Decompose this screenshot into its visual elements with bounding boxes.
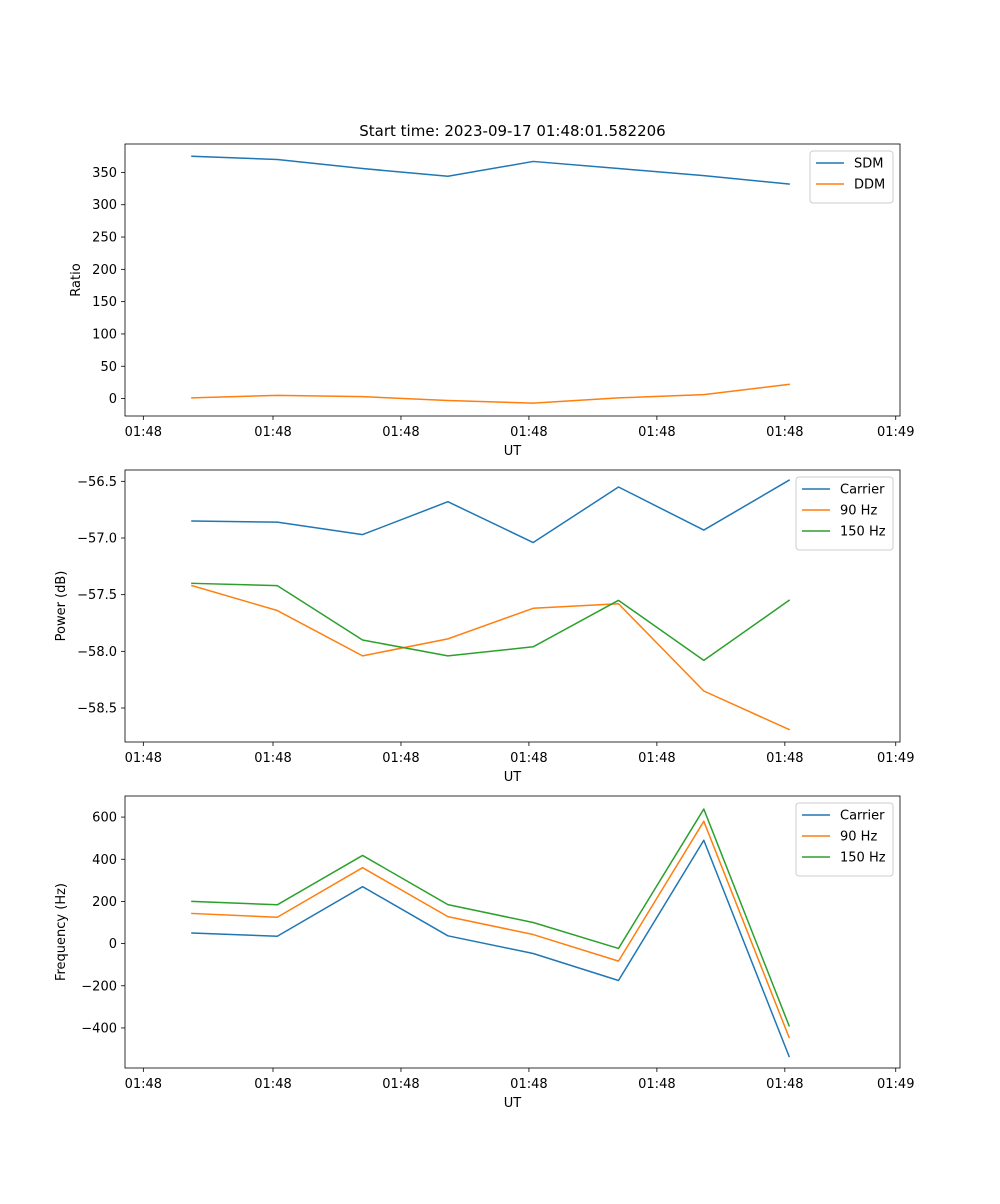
legend: Carrier 90 Hz 150 Hz [795,802,894,877]
legend-box [809,150,894,204]
y-tick-label: −56.5 [77,475,117,490]
y-tick-label: 50 [100,360,117,375]
y-tick-label: 200 [92,263,117,278]
y-tick-label: 400 [92,853,117,868]
x-tick-label: 01:48 [382,425,419,440]
series-line-150-hz [191,582,791,662]
y-tick-label: 150 [92,295,117,310]
legend: Carrier 90 Hz 150 Hz [795,476,894,551]
y-axis-label: Ratio [69,263,84,296]
legend-label: Carrier [840,483,885,498]
axes-frame [124,795,901,1069]
y-axis-label: Frequency (Hz) [54,883,69,981]
series-line-carrier [191,839,791,1058]
x-tick-label: 01:48 [382,1077,419,1092]
y-tick-label: −400 [81,1021,117,1036]
series-line-150-hz [191,808,791,1027]
y-tick-label: 0 [109,937,117,952]
series-line-sdm [191,155,790,185]
x-tick-label: 01:48 [125,751,162,766]
subplot-1: 01:48 01:48 01:48 01:48 01:48 01:48 01:49 0 50 10… [69,122,914,459]
x-tick-label: 01:48 [638,751,675,766]
series-line-ddm [191,383,790,404]
series-line-carrier [191,479,791,544]
y-tick-label: −58.5 [77,702,117,717]
x-axis-label: UT [504,444,522,459]
x-tick-label: 01:48 [638,425,675,440]
subplot-2: 01:48 01:48 01:48 01:48 01:48 01:48 01:49 −58.5… [54,469,914,785]
y-tick-label: 350 [92,166,117,181]
x-tick-label: 01:48 [510,425,547,440]
legend-label: 90 Hz [840,830,877,845]
legend-label: SDM [854,157,883,172]
x-axis-label: UT [504,770,522,785]
legend: SDM DDM [809,150,894,204]
y-tick-label: −58.0 [77,645,117,660]
y-tick-label: −57.0 [77,532,117,547]
y-tick-label: −57.5 [77,588,117,603]
legend-label: Carrier [840,809,885,824]
x-tick-label: 01:48 [382,751,419,766]
x-tick-label: 01:48 [125,425,162,440]
axes-frame [124,469,901,743]
y-tick-label: −200 [81,979,117,994]
y-tick-label: 600 [92,811,117,826]
y-tick-label: 200 [92,895,117,910]
x-tick-label: 01:49 [877,425,914,440]
axes-frame [124,143,901,417]
legend-label: 150 Hz [840,525,886,540]
x-tick-label: 01:48 [254,1077,291,1092]
subplot-3: 01:48 01:48 01:48 01:48 01:48 01:48 01:49 −400 −… [54,795,914,1111]
x-axis-label: UT [504,1096,522,1111]
x-tick-label: 01:49 [877,1077,914,1092]
x-tick-label: 01:48 [510,751,547,766]
series-line-90-hz [191,584,791,731]
x-tick-label: 01:48 [254,751,291,766]
x-tick-label: 01:48 [766,1077,803,1092]
x-tick-label: 01:49 [877,751,914,766]
y-tick-label: 250 [92,231,117,246]
x-tick-label: 01:48 [766,751,803,766]
x-tick-label: 01:48 [638,1077,675,1092]
y-axis-label: Power (dB) [54,571,69,642]
x-tick-label: 01:48 [254,425,291,440]
legend-label: 90 Hz [840,504,877,519]
y-tick-label: 300 [92,198,117,213]
x-tick-label: 01:48 [125,1077,162,1092]
x-tick-label: 01:48 [766,425,803,440]
series-line-90-hz [191,820,791,1039]
y-tick-label: 0 [109,392,117,407]
legend-label: DDM [854,178,885,193]
y-tick-label: 100 [92,327,117,342]
legend-label: 150 Hz [840,851,886,866]
x-tick-label: 01:48 [510,1077,547,1092]
chart-title: Start time: 2023-09-17 01:48:01.582206 [359,122,665,140]
